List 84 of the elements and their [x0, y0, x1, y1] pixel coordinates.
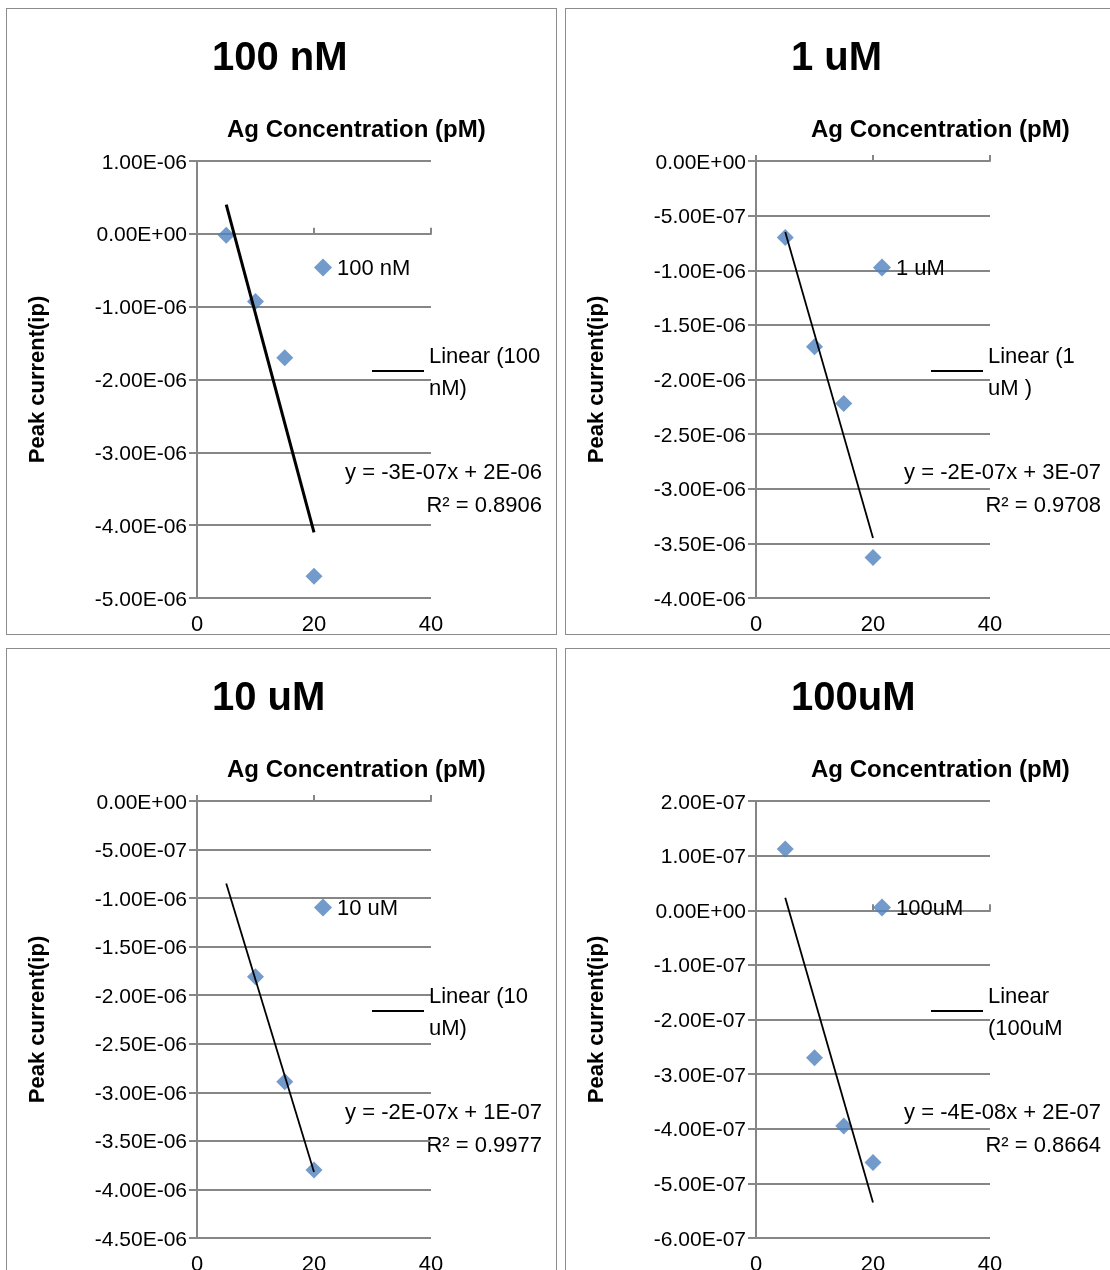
- y-tick-label: 1.00E-06: [101, 149, 187, 173]
- y-tick-label: -5.00E-07: [94, 838, 187, 862]
- annotation: y = -2E-07x + 1E-07: [345, 1098, 542, 1124]
- point: [864, 1154, 882, 1172]
- y-axis-title: Peak current(ip): [23, 935, 49, 1104]
- annotation: R² = 0.9708: [985, 491, 1101, 517]
- y-tick-label: -3.00E-07: [653, 1062, 746, 1086]
- point: [806, 1049, 823, 1067]
- y-tick-label: -5.00E-07: [653, 1171, 746, 1195]
- x-tick-label: 0: [190, 610, 204, 636]
- y-tick-label: -6.00E-07: [653, 1226, 746, 1250]
- y-tick-label: -4.00E-06: [94, 1177, 187, 1201]
- y-axis-title: Peak current(ip): [582, 295, 608, 464]
- x-axis-title: Ag Concentration (pM): [227, 114, 486, 142]
- y-tick-label: -2.00E-07: [653, 1008, 746, 1031]
- y-tick-label: -2.00E-06: [94, 983, 187, 1007]
- y-tick-label: 1.00E-07: [660, 844, 746, 868]
- chart-title: 10 uM: [212, 674, 326, 718]
- legend-label: Linear (1 uM ): [988, 342, 1081, 400]
- x-tick-label: 20: [301, 1250, 327, 1270]
- chart-title: 1 uM: [791, 34, 883, 78]
- y-tick-label: -2.00E-06: [94, 368, 187, 391]
- y-tick-label: -2.50E-06: [653, 422, 746, 446]
- y-tick-label: -1.00E-06: [653, 258, 746, 282]
- point: [276, 349, 294, 367]
- y-tick-label: -2.00E-06: [653, 368, 746, 391]
- y-tick-label: -1.50E-06: [653, 313, 746, 337]
- y-tick-label: -3.00E-06: [653, 477, 746, 501]
- point: [864, 549, 882, 567]
- chart-title: 100uM: [791, 674, 916, 718]
- y-tick-label: -3.50E-06: [94, 1129, 187, 1153]
- point: [305, 567, 323, 585]
- annotation: y = -2E-07x + 3E-07: [904, 458, 1101, 484]
- legend-label: 10 uM: [337, 895, 399, 920]
- x-tick-label: 40: [977, 1250, 1003, 1270]
- x-tick-label: 40: [418, 1250, 444, 1270]
- x-tick-label: 0: [749, 610, 763, 636]
- legend-label: Linear (10 uM): [429, 982, 535, 1040]
- legend-label: 100 nM: [337, 255, 411, 280]
- y-tick-label: -1.00E-06: [94, 886, 187, 910]
- x-tick-label: 40: [418, 610, 444, 636]
- y-axis-title: Peak current(ip): [23, 295, 49, 464]
- legend-label: Linear (100uM: [988, 982, 1063, 1040]
- y-tick-label: 0.00E+00: [655, 149, 746, 173]
- y-tick-label: -4.00E-06: [653, 586, 746, 610]
- y-tick-label: -3.00E-06: [94, 440, 187, 464]
- x-tick-label: 40: [977, 610, 1003, 636]
- y-axis-title: Peak current(ip): [582, 935, 608, 1104]
- point: [217, 226, 235, 244]
- legend-label: Linear (100 nM): [429, 342, 547, 400]
- y-tick-label: -2.50E-06: [94, 1032, 187, 1056]
- x-tick-label: 0: [749, 1250, 763, 1270]
- legend-label: 100uM: [896, 895, 964, 920]
- x-tick-label: 20: [860, 610, 886, 636]
- x-tick-label: 20: [860, 1250, 886, 1270]
- point: [835, 395, 853, 413]
- legend-label: 1 uM: [896, 255, 945, 280]
- y-tick-label: -1.50E-06: [94, 935, 187, 959]
- y-tick-label: -4.50E-06: [94, 1226, 187, 1250]
- y-tick-label: 0.00E+00: [96, 222, 187, 246]
- y-tick-label: 0.00E+00: [655, 898, 746, 922]
- point: [776, 840, 794, 858]
- annotation: R² = 0.8906: [426, 491, 542, 517]
- y-tick-label: -5.00E-07: [653, 204, 746, 228]
- y-tick-label: -4.00E-07: [653, 1117, 746, 1141]
- annotation: R² = 0.8664: [985, 1131, 1101, 1157]
- point: [835, 1117, 853, 1135]
- x-axis-title: Ag Concentration (pM): [227, 754, 486, 782]
- annotation: y = -4E-08x + 2E-07: [904, 1098, 1101, 1124]
- y-tick-label: -5.00E-06: [94, 586, 187, 610]
- chart-title: 100 nM: [212, 34, 348, 78]
- y-tick-label: -3.00E-06: [94, 1080, 187, 1104]
- x-axis-title: Ag Concentration (pM): [811, 114, 1070, 142]
- y-tick-label: 2.00E-07: [660, 789, 746, 813]
- y-tick-label: -1.00E-07: [653, 953, 746, 977]
- x-tick-label: 20: [301, 610, 327, 636]
- y-tick-label: -4.00E-06: [94, 513, 187, 537]
- x-tick-label: 0: [190, 1250, 204, 1270]
- y-tick-label: 0.00E+00: [96, 789, 187, 813]
- y-tick-label: -1.00E-06: [94, 295, 187, 319]
- y-tick-label: -3.50E-06: [653, 531, 746, 555]
- annotation: y = -3E-07x + 2E-06: [345, 458, 542, 484]
- annotation: R² = 0.9977: [426, 1131, 542, 1157]
- x-axis-title: Ag Concentration (pM): [811, 754, 1070, 782]
